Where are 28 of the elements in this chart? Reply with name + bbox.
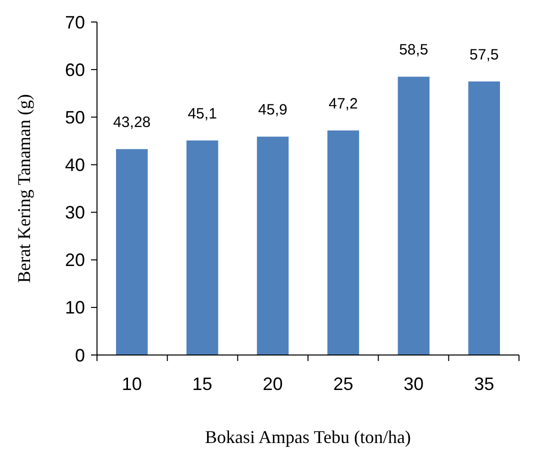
- data-label: 45,1: [188, 105, 217, 122]
- y-tick-label: 30: [64, 202, 85, 223]
- y-tick-label: 10: [64, 298, 85, 318]
- bar: [398, 76, 430, 355]
- y-tick-label: 70: [64, 12, 85, 32]
- x-tick-label: 20: [262, 374, 283, 394]
- bar: [116, 149, 148, 355]
- data-label: 43,28: [113, 114, 151, 132]
- x-tick-label: 15: [192, 374, 212, 394]
- y-tick-label: 20: [64, 250, 85, 270]
- x-tick-label: 35: [474, 374, 494, 394]
- bar: [468, 81, 500, 355]
- x-tick-label: 30: [404, 374, 424, 394]
- y-tick-label: 50: [64, 107, 85, 128]
- bar: [327, 130, 360, 355]
- bar: [256, 136, 289, 355]
- x-axis-title: Bokasi Ampas Tebu (ton/ha): [205, 427, 411, 447]
- y-tick-label: 0: [74, 345, 85, 366]
- x-tick-label: 25: [333, 374, 354, 394]
- data-label: 58,5: [399, 42, 428, 59]
- bar: [186, 140, 218, 355]
- data-label: 45,9: [258, 102, 288, 119]
- data-label: 57,5: [470, 46, 499, 64]
- y-tick-label: 60: [64, 60, 85, 80]
- y-tick-label: 40: [64, 155, 85, 176]
- y-axis-title: Berat Kering Tanaman (g): [14, 94, 34, 283]
- x-tick-label: 10: [122, 374, 142, 394]
- data-label: 47,2: [328, 95, 358, 112]
